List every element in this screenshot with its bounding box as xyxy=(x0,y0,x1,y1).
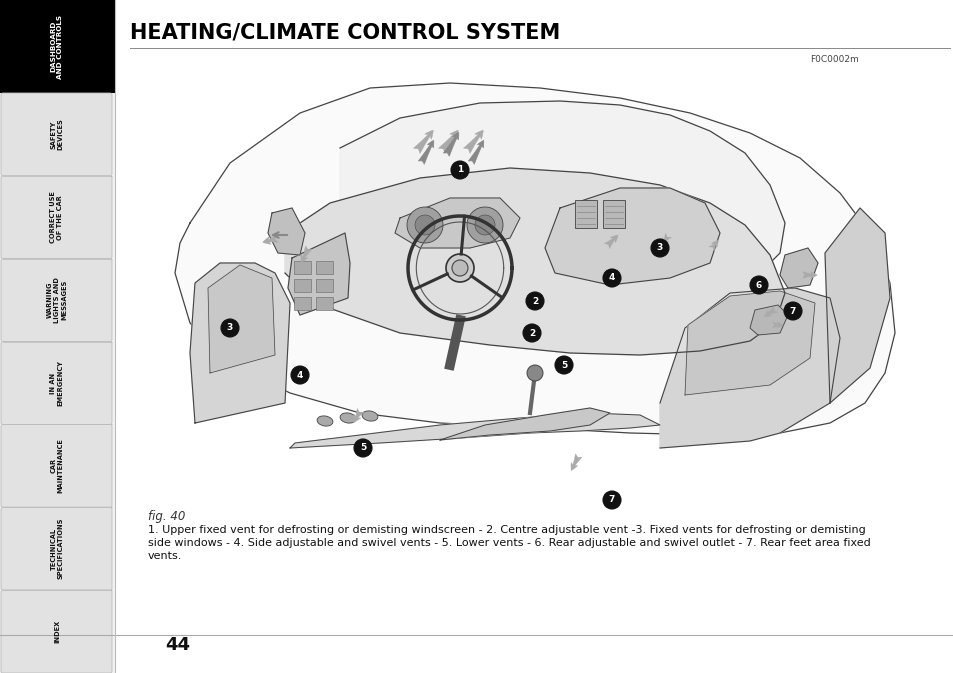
Text: 1. Upper fixed vent for defrosting or demisting windscreen - 2. Centre adjustabl: 1. Upper fixed vent for defrosting or de… xyxy=(148,525,864,535)
Text: TECHNICAL
SPECIFICATIONS: TECHNICAL SPECIFICATIONS xyxy=(51,518,64,579)
Polygon shape xyxy=(290,413,659,448)
Text: IN AN
EMERGENCY: IN AN EMERGENCY xyxy=(51,360,64,406)
Circle shape xyxy=(354,439,372,457)
Bar xyxy=(315,261,333,274)
Text: 4: 4 xyxy=(608,273,615,283)
Polygon shape xyxy=(684,291,814,395)
Polygon shape xyxy=(659,288,840,448)
Text: vents.: vents. xyxy=(148,551,182,561)
Text: 4: 4 xyxy=(296,371,303,380)
Bar xyxy=(0,0,115,93)
Polygon shape xyxy=(780,248,817,288)
Circle shape xyxy=(749,276,767,294)
Bar xyxy=(0,0,115,673)
Text: DASHBOARD
AND CONTROLS: DASHBOARD AND CONTROLS xyxy=(51,14,64,79)
Polygon shape xyxy=(288,233,350,315)
Ellipse shape xyxy=(316,416,333,426)
Text: 2: 2 xyxy=(532,297,537,306)
Polygon shape xyxy=(544,188,720,285)
Bar xyxy=(315,279,333,292)
Polygon shape xyxy=(749,305,787,335)
FancyBboxPatch shape xyxy=(1,93,112,176)
Circle shape xyxy=(783,302,801,320)
Polygon shape xyxy=(285,168,784,355)
Circle shape xyxy=(451,161,469,179)
Text: 7: 7 xyxy=(789,306,796,316)
Bar xyxy=(575,200,597,228)
FancyBboxPatch shape xyxy=(1,590,112,673)
Circle shape xyxy=(452,260,468,276)
Bar xyxy=(602,200,624,228)
Circle shape xyxy=(555,356,573,374)
Circle shape xyxy=(602,269,620,287)
Circle shape xyxy=(650,239,668,257)
FancyBboxPatch shape xyxy=(1,425,112,507)
Polygon shape xyxy=(208,265,274,373)
Polygon shape xyxy=(174,83,894,435)
Text: HEATING/CLIMATE CONTROL SYSTEM: HEATING/CLIMATE CONTROL SYSTEM xyxy=(130,23,559,43)
Circle shape xyxy=(291,366,309,384)
Polygon shape xyxy=(395,198,519,248)
Text: 1: 1 xyxy=(456,166,462,174)
Circle shape xyxy=(446,254,474,282)
Polygon shape xyxy=(824,208,889,403)
Text: 6: 6 xyxy=(755,281,761,289)
Text: 5: 5 xyxy=(560,361,566,369)
Text: 3: 3 xyxy=(227,324,233,332)
Bar xyxy=(294,279,311,292)
Circle shape xyxy=(415,215,435,235)
Circle shape xyxy=(522,324,540,342)
Circle shape xyxy=(526,365,542,381)
Text: 5: 5 xyxy=(359,444,366,452)
FancyBboxPatch shape xyxy=(1,507,112,590)
Polygon shape xyxy=(190,263,290,423)
FancyBboxPatch shape xyxy=(1,176,112,258)
Circle shape xyxy=(467,207,502,243)
Polygon shape xyxy=(339,101,784,293)
Bar xyxy=(294,297,311,310)
Text: fig. 40: fig. 40 xyxy=(148,510,185,523)
Bar xyxy=(315,297,333,310)
Text: SAFETY
DEVICES: SAFETY DEVICES xyxy=(51,118,64,150)
Text: INDEX: INDEX xyxy=(54,620,60,643)
Text: CAR
MAINTENANCE: CAR MAINTENANCE xyxy=(51,438,64,493)
Circle shape xyxy=(221,319,239,337)
Polygon shape xyxy=(439,408,609,440)
Text: F0C0002m: F0C0002m xyxy=(809,55,858,64)
Text: 44: 44 xyxy=(165,636,190,654)
Text: 2: 2 xyxy=(528,328,535,337)
Polygon shape xyxy=(268,208,305,255)
Text: WARNING
LIGHTS AND
MESSAGES: WARNING LIGHTS AND MESSAGES xyxy=(47,277,67,323)
Text: side windows - 4. Side adjustable and swivel vents - 5. Lower vents - 6. Rear ad: side windows - 4. Side adjustable and sw… xyxy=(148,538,870,548)
FancyBboxPatch shape xyxy=(1,342,112,425)
Circle shape xyxy=(475,215,495,235)
Ellipse shape xyxy=(339,413,355,423)
FancyBboxPatch shape xyxy=(1,258,112,342)
Bar xyxy=(294,261,311,274)
Text: 7: 7 xyxy=(608,495,615,505)
Ellipse shape xyxy=(362,411,377,421)
Text: 3: 3 xyxy=(657,244,662,252)
Circle shape xyxy=(525,292,543,310)
Circle shape xyxy=(407,207,442,243)
Circle shape xyxy=(602,491,620,509)
Text: CORRECT USE
OF THE CAR: CORRECT USE OF THE CAR xyxy=(51,191,64,243)
